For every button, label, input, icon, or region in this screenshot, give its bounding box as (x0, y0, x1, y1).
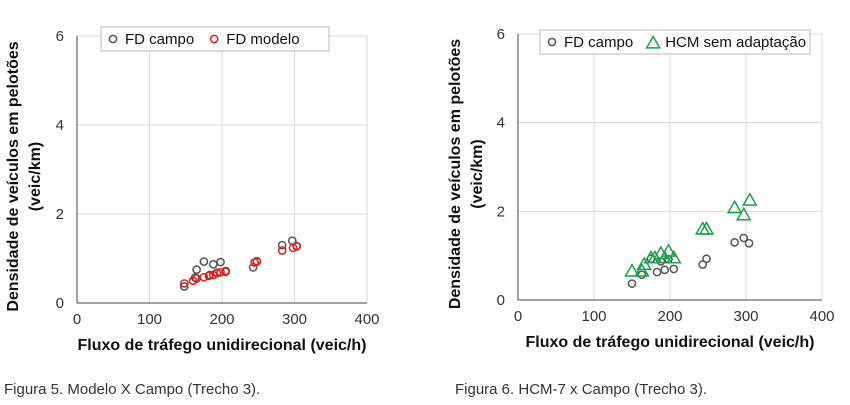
x-tick-label: 0 (514, 308, 522, 325)
legend-box (100, 26, 330, 52)
y-tick-label: 6 (56, 28, 64, 45)
series-1 (179, 242, 302, 288)
y-tick-label: 0 (497, 292, 505, 309)
y-tick-label: 2 (497, 203, 505, 220)
legend-marker (209, 34, 219, 44)
data-point (744, 238, 754, 248)
data-point (634, 263, 650, 277)
chart-figura-5: 0 100 200 300 400 0 2 4 6 Fluxo de tráfego unidir… (5, 26, 380, 354)
data-point (199, 257, 209, 266)
x-tick-label: 200 (657, 308, 682, 325)
data-point (636, 256, 652, 271)
legend-marker (645, 34, 661, 49)
data-point (221, 266, 230, 276)
y-axis-title-unit: (veic/km) (27, 142, 44, 211)
data-point (698, 221, 715, 235)
x-tick-label: 100 (581, 308, 606, 325)
data-point (292, 242, 302, 251)
chart-figura-6: 0 100 200 300 400 0 2 4 6 Fluxo de tráfego unidir… (447, 26, 835, 351)
data-point (702, 254, 711, 264)
data-point (204, 271, 214, 281)
data-point (726, 199, 743, 214)
x-tick-label: 0 (73, 311, 81, 328)
x-tick-label: 300 (733, 308, 758, 325)
legend-marker (108, 34, 118, 44)
data-point (739, 233, 749, 243)
data-point (627, 279, 637, 288)
legend-label: HCM sem adaptação (665, 34, 806, 51)
legend-box (539, 29, 811, 55)
y-tick-label: 6 (497, 26, 505, 43)
data-point (660, 265, 670, 275)
data-point (212, 268, 222, 278)
series-0 (627, 233, 754, 288)
data-point (208, 259, 218, 269)
data-point (660, 243, 677, 257)
series-1 (624, 192, 758, 277)
data-point (277, 240, 287, 250)
y-tick-label: 2 (56, 206, 64, 223)
legend-marker (547, 37, 557, 47)
y-axis-title-unit: (veic/km) (469, 139, 486, 208)
data-point (179, 282, 189, 291)
y-tick-label: 4 (56, 117, 64, 134)
caption-figura-6: Figura 6. HCM-7 x Campo (Trecho 3). (455, 381, 708, 398)
y-axis-title: Densidade de veículos em pelotões (447, 39, 464, 309)
x-tick-label: 400 (809, 308, 834, 325)
data-point (637, 270, 647, 280)
caption-figura-5: Figura 5. Modelo X Campo (Trecho 3). (4, 381, 261, 398)
data-point (656, 249, 673, 264)
y-tick-label: 4 (497, 115, 505, 132)
x-tick-label: 100 (137, 311, 162, 328)
data-point (666, 249, 682, 264)
data-point (179, 279, 189, 288)
data-point (252, 256, 262, 266)
legend-label: FD campo (125, 31, 194, 48)
y-tick-label: 0 (56, 295, 64, 312)
legend-label: FD modelo (226, 31, 299, 48)
data-point (192, 265, 201, 274)
data-point (216, 267, 225, 277)
data-point (624, 263, 640, 277)
legend-label: FD campo (564, 34, 633, 51)
data-point (647, 249, 663, 264)
data-point (216, 257, 225, 267)
x-tick-label: 200 (209, 311, 234, 328)
data-point (735, 206, 752, 221)
data-point (730, 238, 739, 247)
x-axis-title: Fluxo de tráfego unidirecional (veic/h) (526, 334, 815, 351)
data-point (652, 267, 662, 277)
x-tick-label: 400 (354, 311, 379, 328)
y-axis-title: Densidade de veículos em pelotões (5, 41, 22, 311)
data-point (277, 246, 287, 255)
data-point (669, 264, 679, 274)
data-point (698, 260, 708, 269)
data-point (742, 192, 758, 206)
x-axis-title: Fluxo de tráfego unidirecional (veic/h) (78, 337, 367, 354)
data-point (199, 272, 209, 282)
x-tick-label: 300 (282, 311, 307, 328)
